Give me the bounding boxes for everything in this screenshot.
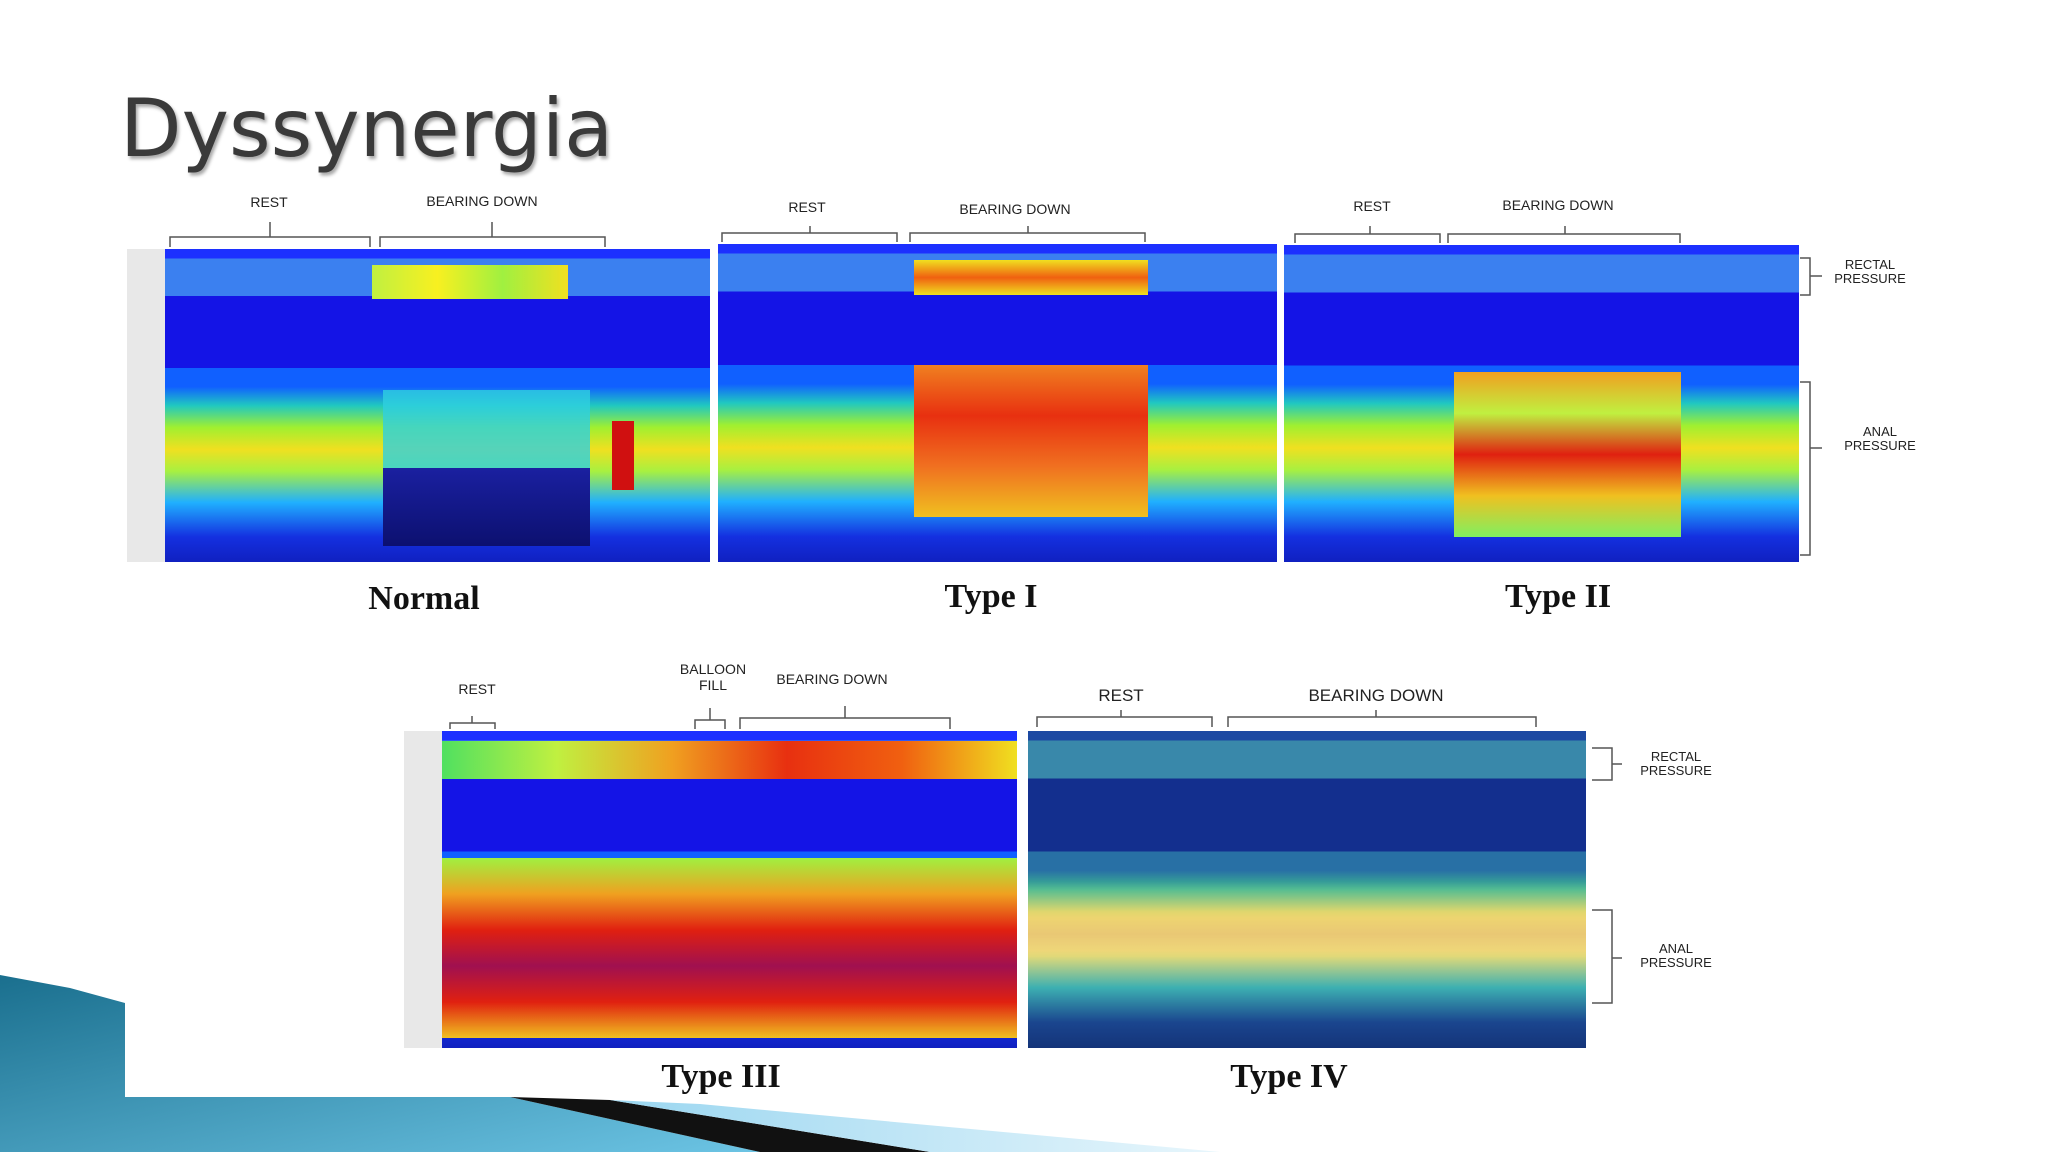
swoosh <box>610 1100 1220 1152</box>
phase-label: REST <box>250 194 288 210</box>
side-label: RECTAL PRESSURE <box>1834 257 1906 286</box>
swoosh <box>0 975 760 1152</box>
side-label: ANAL PRESSURE <box>1640 941 1712 970</box>
heatmap <box>718 244 1277 562</box>
caption: Type III <box>661 1058 781 1095</box>
heatmap <box>1028 731 1586 1048</box>
phase-label: BEARING DOWN <box>426 193 538 209</box>
brackets <box>169 222 1822 1004</box>
caption: Type I <box>944 578 1038 615</box>
phase-label: REST <box>788 199 826 215</box>
side-label: ANAL PRESSURE <box>1844 424 1916 453</box>
phase-label: REST <box>1098 686 1144 705</box>
phase-label: REST <box>458 681 496 697</box>
heatmap <box>1284 245 1799 562</box>
slide-title: Dyssynergia <box>120 82 614 175</box>
heatmap <box>404 731 1017 1048</box>
heatmap <box>127 249 710 562</box>
phase-label: BALLOON FILL <box>679 661 747 693</box>
phase-label: REST <box>1353 198 1391 214</box>
caption: Type IV <box>1230 1058 1348 1095</box>
phase-label: BEARING DOWN <box>959 201 1071 217</box>
caption: Type II <box>1504 578 1612 615</box>
phase-label: BEARING DOWN <box>1308 686 1444 705</box>
phase-label: BEARING DOWN <box>1502 197 1614 213</box>
caption: Normal <box>368 580 480 617</box>
phase-label: BEARING DOWN <box>776 671 888 687</box>
side-label: RECTAL PRESSURE <box>1640 749 1712 778</box>
swoosh <box>510 1097 930 1152</box>
